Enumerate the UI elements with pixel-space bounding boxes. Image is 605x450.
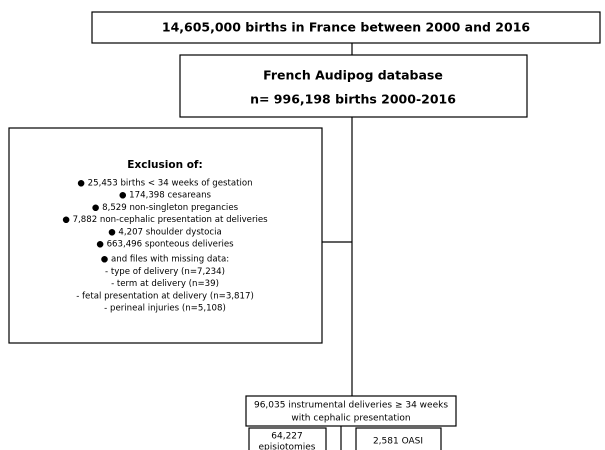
exclusion-criterion: ● 4,207 shoulder dystocia	[108, 227, 222, 237]
box-database	[179, 54, 528, 118]
box-text: episiotomies	[259, 443, 316, 450]
exclusion-criterion: ● 7,882 non-cephalic presentation at del…	[62, 215, 268, 225]
box-text: 64,227	[271, 432, 303, 442]
exclusion-title: Exclusion of:	[127, 159, 202, 171]
missing-data-item: - type of delivery (n=7,234)	[105, 267, 225, 277]
box-total-births	[91, 11, 601, 44]
missing-data-item: - term at delivery (n=39)	[111, 279, 219, 289]
box-oasi	[355, 427, 442, 450]
box-text: 2,581 OASI	[373, 437, 423, 447]
box-text: 96,035 instrumental deliveries ≥ 34 week…	[254, 401, 448, 411]
box-text: French Audipog database	[263, 68, 443, 83]
missing-data-item: - fetal presentation at delivery (n=3,81…	[76, 291, 254, 301]
box-text: n= 996,198 births 2000-2016	[250, 92, 456, 107]
box-text: with cephalic presentation	[291, 414, 410, 424]
exclusion-criterion: ● 25,453 births < 34 weeks of gestation	[77, 179, 252, 189]
box-exclusion	[8, 127, 323, 344]
missing-data-title: ● and files with missing data:	[101, 255, 229, 265]
box-text: 14,605,000 births in France between 2000…	[162, 20, 531, 35]
exclusion-criterion: ● 663,496 sponteous deliveries	[96, 240, 234, 250]
missing-data-item: - perineal injuries (n=5,108)	[104, 304, 226, 314]
exclusion-criterion: ● 8,529 non-singleton pregancies	[92, 203, 239, 213]
box-instrumental	[245, 395, 457, 427]
exclusion-criterion: ● 174,398 cesareans	[119, 191, 212, 201]
box-episiotomies	[248, 427, 327, 450]
